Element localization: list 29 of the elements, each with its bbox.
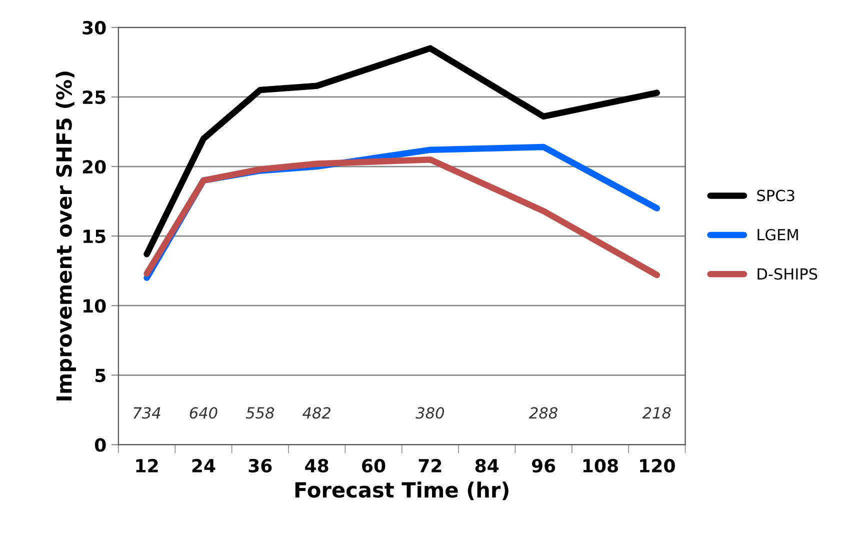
y-tick-label: 20	[82, 160, 106, 174]
annotation: 640	[190, 407, 218, 419]
annotation: 380	[416, 407, 444, 419]
legend-label: D-SHIPS	[758, 268, 818, 280]
x-tick-label: 72	[418, 458, 442, 472]
annotation: 288	[529, 407, 558, 419]
legend-label: SPC3	[757, 190, 794, 202]
x-tick-label: 24	[192, 458, 216, 472]
x-tick-label: 84	[475, 458, 499, 473]
y-tick-label: 30	[82, 20, 106, 35]
annotation: 482	[302, 407, 330, 419]
y-tick-label: 15	[84, 230, 106, 244]
annotation: 558	[246, 407, 274, 419]
y-tick-label: 25	[82, 90, 106, 104]
x-axis-title: Forecast Time (hr)	[295, 482, 508, 500]
y-tick-label: 10	[84, 299, 106, 313]
annotation: 734	[134, 407, 160, 419]
x-tick-label: 108	[583, 458, 618, 473]
x-tick-label: 120	[640, 458, 675, 473]
y-axis-title: Improvement over SHF5 (%)	[56, 72, 76, 400]
annotation: 218	[642, 407, 671, 419]
y-tick-label: 0	[94, 438, 106, 452]
x-tick-label: 60	[362, 458, 386, 473]
x-tick-label: 48	[305, 458, 328, 473]
x-tick-label: 36	[248, 458, 272, 473]
y-tick-label: 5	[95, 368, 106, 382]
x-tick-label: 96	[532, 458, 556, 473]
legend-label: LGEM	[758, 228, 798, 241]
x-tick-label: 12	[136, 458, 158, 472]
